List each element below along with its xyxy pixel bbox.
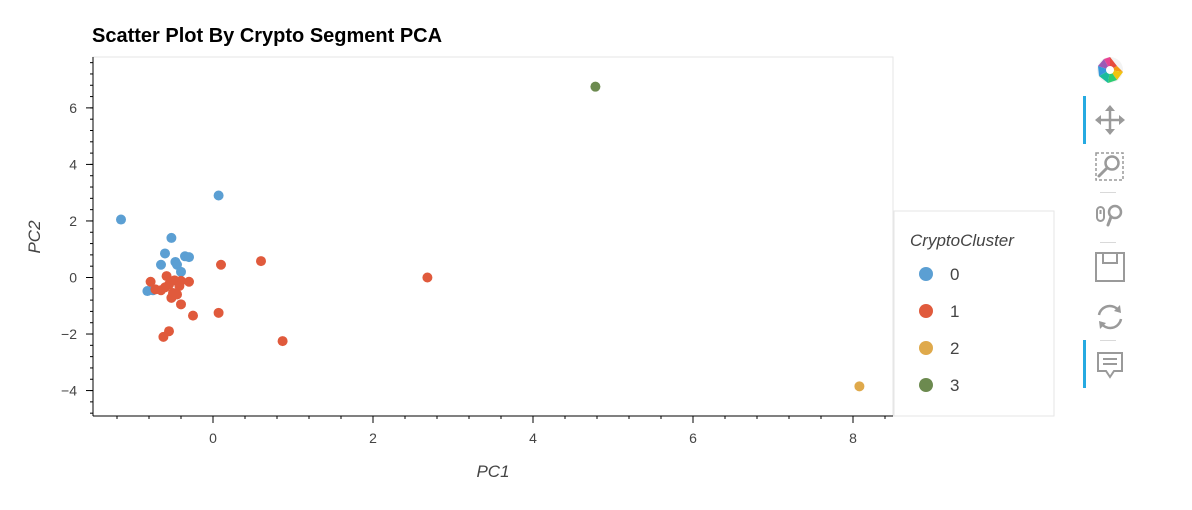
legend: CryptoCluster 0 1 2 3: [893, 210, 1055, 417]
scatter-point-cluster-1[interactable]: [176, 299, 186, 310]
y-tick-label: 6: [69, 100, 77, 116]
chart-title: Scatter Plot By Crypto Segment PCA: [92, 25, 442, 47]
scatter-point-cluster-1[interactable]: [145, 276, 156, 287]
scatter-point-cluster-1[interactable]: [213, 307, 224, 318]
y-tick-label: 4: [69, 156, 77, 172]
x-tick-label: 6: [689, 430, 697, 446]
pan-tool-icon[interactable]: [1090, 100, 1130, 140]
legend-title: CryptoCluster: [910, 231, 1015, 250]
scatter-point-cluster-0[interactable]: [160, 248, 170, 259]
x-tick-label: 0: [209, 430, 217, 446]
points-layer: [116, 81, 865, 392]
legend-label: 2: [950, 339, 959, 358]
scatter-point-cluster-0[interactable]: [166, 232, 177, 243]
y-tick-label: −2: [61, 326, 77, 342]
scatter-point-cluster-1[interactable]: [422, 272, 433, 283]
box-zoom-tool-icon[interactable]: [1090, 147, 1130, 187]
legend-label: 0: [950, 265, 959, 284]
y-axis: −4 −2 0 2 4 6: [61, 57, 94, 416]
scatter-point-cluster-0[interactable]: [156, 259, 166, 270]
scatter-point-cluster-1[interactable]: [161, 271, 172, 282]
toolbar-separator: [1100, 340, 1116, 341]
scatter-point-cluster-1[interactable]: [188, 310, 198, 321]
scatter-point-cluster-1[interactable]: [256, 256, 266, 267]
scatter-point-cluster-1[interactable]: [174, 280, 185, 291]
scatter-point-cluster-1[interactable]: [184, 276, 194, 287]
save-tool-icon[interactable]: [1090, 247, 1130, 287]
scatter-point-cluster-3[interactable]: [590, 81, 601, 92]
x-tick-label: 8: [849, 430, 857, 446]
scatter-point-cluster-0[interactable]: [184, 252, 194, 263]
scatter-point-cluster-1[interactable]: [158, 331, 169, 342]
scatter-point-cluster-1[interactable]: [156, 285, 166, 296]
y-tick-label: −4: [61, 383, 77, 399]
scatter-point-cluster-0[interactable]: [213, 190, 224, 201]
y-tick-label: 0: [69, 269, 77, 285]
legend-items: 0 1 2 3: [919, 265, 959, 395]
y-tick-label: 2: [69, 213, 77, 229]
hover-tool-icon[interactable]: [1090, 345, 1130, 385]
scatter-point-cluster-1[interactable]: [277, 336, 288, 347]
reset-tool-icon[interactable]: [1090, 297, 1130, 337]
scatter-point-cluster-0[interactable]: [116, 214, 126, 225]
scatter-point-cluster-1[interactable]: [216, 259, 226, 270]
chart-toolbar: [1080, 50, 1140, 400]
toolbar-separator: [1100, 242, 1116, 243]
legend-label: 1: [950, 302, 959, 321]
plot-frame[interactable]: [92, 56, 894, 417]
x-tick-label: 4: [529, 430, 537, 446]
hover-tool-active-indicator: [1083, 340, 1086, 388]
y-axis-label: PC2: [25, 220, 44, 254]
scatter-point-cluster-2[interactable]: [854, 381, 865, 392]
scatter-point-cluster-1[interactable]: [166, 292, 177, 303]
toolbar-separator: [1100, 192, 1116, 193]
pan-tool-active-indicator: [1083, 96, 1086, 144]
legend-marker: [919, 378, 933, 392]
x-axis-label: PC1: [476, 462, 509, 481]
scatter-point-cluster-0[interactable]: [176, 266, 186, 277]
legend-marker: [919, 341, 933, 355]
wheel-zoom-tool-icon[interactable]: [1090, 197, 1130, 237]
bokeh-logo-icon[interactable]: [1090, 50, 1130, 90]
x-axis: 0 2 4 6 8: [93, 415, 893, 446]
legend-marker: [919, 304, 933, 318]
legend-label: 3: [950, 376, 959, 395]
x-tick-label: 2: [369, 430, 377, 446]
legend-marker: [919, 267, 933, 281]
